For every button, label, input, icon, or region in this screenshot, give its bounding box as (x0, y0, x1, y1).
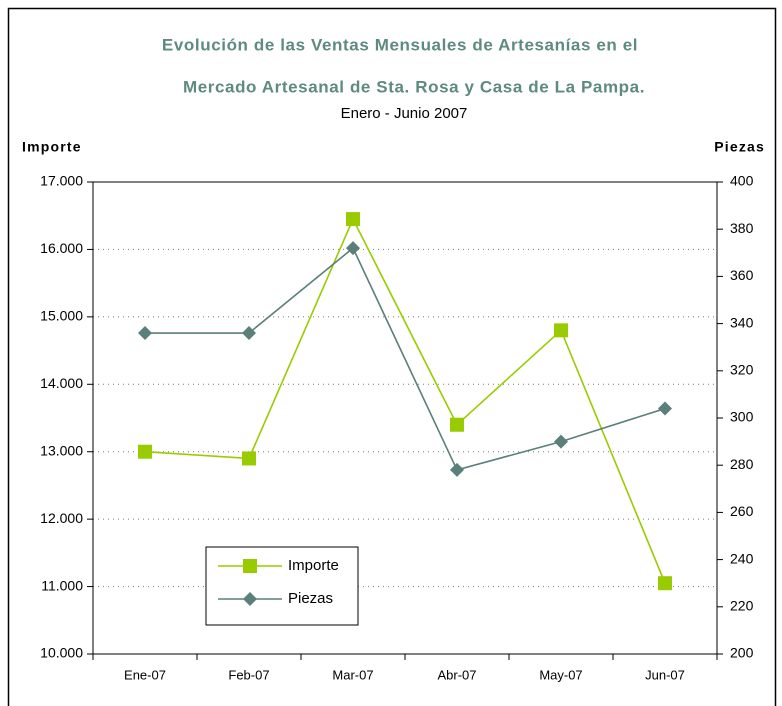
series-line (144, 217, 666, 584)
data-point (554, 434, 568, 449)
x-tick-label: May-07 (539, 667, 582, 682)
data-point (658, 576, 672, 591)
x-tick-label: Ene-07 (124, 667, 166, 682)
x-tick-label: Abr-07 (437, 667, 476, 682)
x-tick-label: Jun-07 (645, 667, 685, 682)
y-tick-label: 16.000 (40, 240, 83, 256)
legend-marker (243, 592, 257, 606)
data-point (450, 462, 464, 477)
series-line (145, 246, 666, 471)
data-point (346, 212, 360, 227)
y-tick-label: 15.000 (40, 308, 83, 324)
y2-tick-label: 300 (730, 409, 754, 425)
chart-frame (7, 7, 777, 706)
chart-title: Evolución de las Ventas Mensuales de Art… (162, 35, 638, 54)
chart-subtitle: Enero - Junio 2007 (341, 105, 468, 122)
x-tick-label: Feb-07 (228, 667, 269, 682)
legend-box (205, 546, 359, 626)
data-point (242, 326, 256, 341)
x-tick-label: Mar-07 (332, 667, 373, 682)
y2-axis-title: Piezas (714, 139, 765, 155)
chart-title: Mercado Artesanal de Sta. Rosa y Casa de… (183, 77, 645, 96)
y2-tick-label: 400 (730, 173, 754, 189)
y-tick-label: 13.000 (40, 442, 83, 458)
y-tick-label: 11.000 (41, 577, 83, 593)
data-point (242, 451, 256, 466)
y-tick-label: 14.000 (40, 375, 83, 391)
y2-tick-label: 240 (730, 550, 754, 566)
legend-label: Piezas (288, 590, 333, 607)
data-point (554, 323, 568, 338)
data-point (450, 417, 464, 432)
y-tick-label: 17.000 (40, 173, 83, 189)
data-point (138, 326, 152, 341)
legend-label: Importe (288, 557, 339, 574)
y2-tick-label: 360 (730, 267, 754, 283)
y2-tick-label: 320 (730, 362, 754, 378)
data-point (138, 444, 152, 459)
data-point (658, 401, 672, 416)
y-tick-label: 10.000 (40, 645, 83, 661)
y-axis-title: Importe (22, 139, 82, 155)
y2-tick-label: 280 (730, 456, 754, 472)
y2-tick-label: 380 (730, 220, 754, 236)
legend-marker (243, 559, 257, 573)
y2-tick-label: 260 (730, 503, 754, 519)
y2-tick-label: 340 (730, 314, 754, 330)
data-point (346, 241, 360, 256)
y2-tick-label: 220 (730, 598, 754, 614)
y-tick-label: 12.000 (40, 510, 83, 526)
y2-tick-label: 200 (730, 645, 754, 661)
